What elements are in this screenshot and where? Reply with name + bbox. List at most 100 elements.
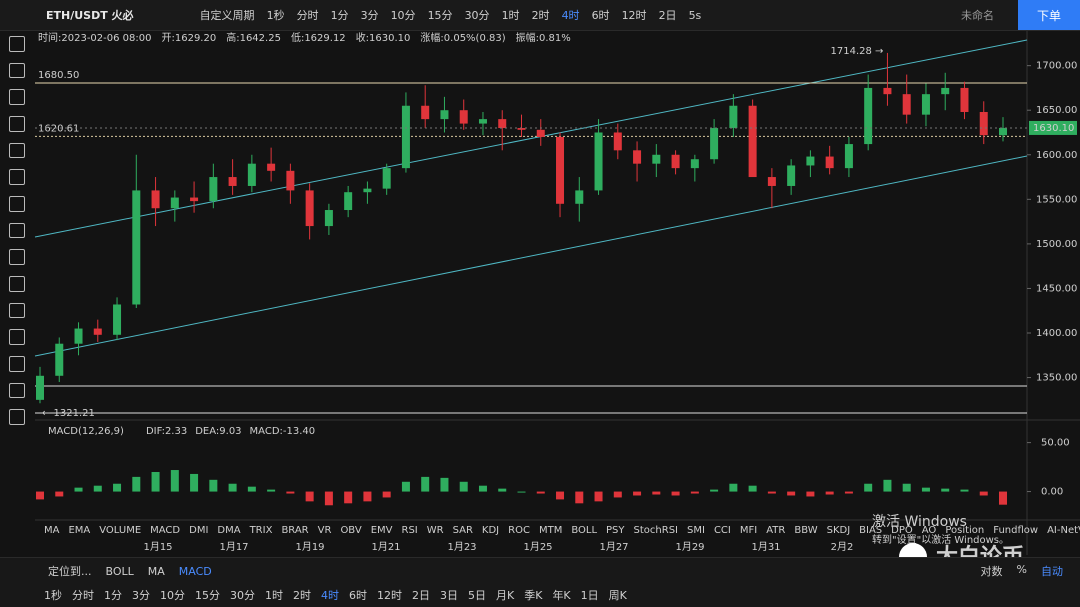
period[interactable]: 3日: [440, 589, 458, 602]
tool-icon[interactable]: [8, 62, 25, 79]
period[interactable]: 季K: [524, 589, 543, 602]
tool-icon[interactable]: [8, 409, 25, 426]
seconds[interactable]: 5s: [688, 8, 702, 22]
period[interactable]: 4时: [321, 589, 339, 602]
period[interactable]: 1时: [501, 9, 520, 22]
period[interactable]: 1秒: [266, 9, 285, 22]
overlay[interactable]: BOLL: [105, 564, 134, 578]
period[interactable]: 15分: [195, 589, 220, 602]
macd-bar: [344, 491, 353, 504]
macd-label: MACD:-13.40: [250, 426, 316, 437]
indicator-tab: ROC: [508, 525, 530, 536]
candle-body: [844, 144, 853, 169]
period[interactable]: 2日: [658, 9, 677, 22]
tool-icon[interactable]: [8, 302, 25, 319]
candle-body: [556, 136, 565, 204]
tool-icon[interactable]: [8, 249, 25, 266]
macd-bar: [36, 491, 44, 500]
macd-bar: [613, 491, 622, 498]
candle-body: [478, 119, 487, 124]
indicator-tab: MTM: [539, 525, 562, 536]
auto-toggle[interactable]: 自动: [1041, 565, 1063, 578]
period[interactable]: 6时: [349, 589, 367, 602]
period[interactable]: 10分: [160, 589, 185, 602]
period[interactable]: 年K: [552, 589, 571, 602]
macd-label: MACD(12,26,9): [48, 426, 124, 437]
candle-body: [324, 210, 333, 227]
period[interactable]: 30分: [464, 9, 490, 22]
period[interactable]: 10分: [390, 9, 416, 22]
period[interactable]: 30分: [230, 589, 255, 602]
tool-icon[interactable]: [8, 196, 25, 212]
high-label: 1714.28 →: [831, 46, 884, 57]
macd-bar: [941, 488, 950, 492]
indicator-tab: SAR: [453, 525, 473, 536]
tool-icon[interactable]: [8, 89, 25, 106]
tool-icon[interactable]: [8, 222, 25, 239]
tool-icon[interactable]: [8, 276, 25, 292]
symbol[interactable]: ETH/USDT 火必: [46, 9, 134, 22]
period[interactable]: 2时: [293, 589, 311, 602]
tool-icon[interactable]: [8, 382, 25, 399]
tool-icon[interactable]: [8, 36, 25, 52]
candle-body: [652, 154, 661, 164]
tool-icon[interactable]: [8, 169, 25, 186]
period[interactable]: 2时: [531, 9, 550, 22]
macd-bar: [844, 491, 853, 494]
layout-name[interactable]: 未命名: [961, 9, 994, 22]
macd-bar: [305, 491, 314, 502]
macd-bar: [170, 470, 179, 492]
macd-bar: [748, 485, 757, 492]
date-label: 1月19: [295, 541, 324, 553]
overlay[interactable]: MA: [147, 564, 165, 578]
macd-bar: [594, 491, 603, 502]
period[interactable]: 6时: [591, 9, 610, 22]
indicator-tab: ATR: [766, 525, 785, 536]
candle-body: [536, 129, 545, 137]
period[interactable]: 2日: [412, 589, 430, 602]
candle-body: [767, 177, 776, 186]
period[interactable]: 5日: [468, 589, 486, 602]
period[interactable]: 4时: [561, 9, 580, 22]
period[interactable]: 分时: [296, 9, 319, 22]
candle-body: [748, 105, 757, 178]
tool-icon[interactable]: [8, 116, 25, 132]
period[interactable]: 12时: [377, 589, 402, 602]
macd-bar: [421, 476, 430, 492]
y-tick-label: 1350.00: [1036, 373, 1077, 384]
period[interactable]: 1日: [580, 589, 599, 602]
period[interactable]: 12时: [621, 9, 647, 22]
sub-indicator[interactable]: MACD: [178, 564, 212, 578]
candle-body: [344, 192, 353, 211]
period[interactable]: 15分: [427, 9, 453, 22]
period[interactable]: 1秒: [44, 589, 62, 602]
period[interactable]: 3分: [132, 589, 150, 602]
macd-bar: [286, 491, 295, 494]
custom-period[interactable]: 自定义周期: [199, 9, 255, 22]
indicator-tab: EMV: [371, 525, 393, 536]
candle-body: [421, 105, 430, 120]
indicator-tab: Position: [945, 525, 984, 536]
candle-body: [247, 163, 256, 186]
order-button[interactable]: 下单: [1018, 0, 1080, 30]
tool-icon[interactable]: [8, 142, 25, 159]
candle-body: [517, 128, 526, 130]
period[interactable]: 1分: [330, 9, 349, 22]
macd-bar: [575, 491, 584, 504]
percent-toggle[interactable]: %: [1016, 563, 1027, 576]
hline-label: 1680.50: [38, 70, 79, 81]
log-toggle[interactable]: 对数: [980, 565, 1003, 578]
date-label: 1月27: [599, 541, 628, 553]
period[interactable]: 分时: [72, 589, 94, 602]
period[interactable]: 1时: [265, 589, 283, 602]
period[interactable]: 月K: [496, 589, 515, 602]
candle-body: [363, 188, 372, 193]
tool-icon[interactable]: [8, 356, 25, 372]
locate[interactable]: 定位到...: [48, 565, 92, 578]
y-tick-label: 1450.00: [1036, 283, 1077, 294]
period[interactable]: 周K: [608, 589, 627, 602]
period[interactable]: 3分: [360, 9, 379, 22]
indicator-tab: RSI: [402, 525, 418, 536]
period[interactable]: 1分: [104, 589, 122, 602]
tool-icon[interactable]: [8, 329, 25, 346]
